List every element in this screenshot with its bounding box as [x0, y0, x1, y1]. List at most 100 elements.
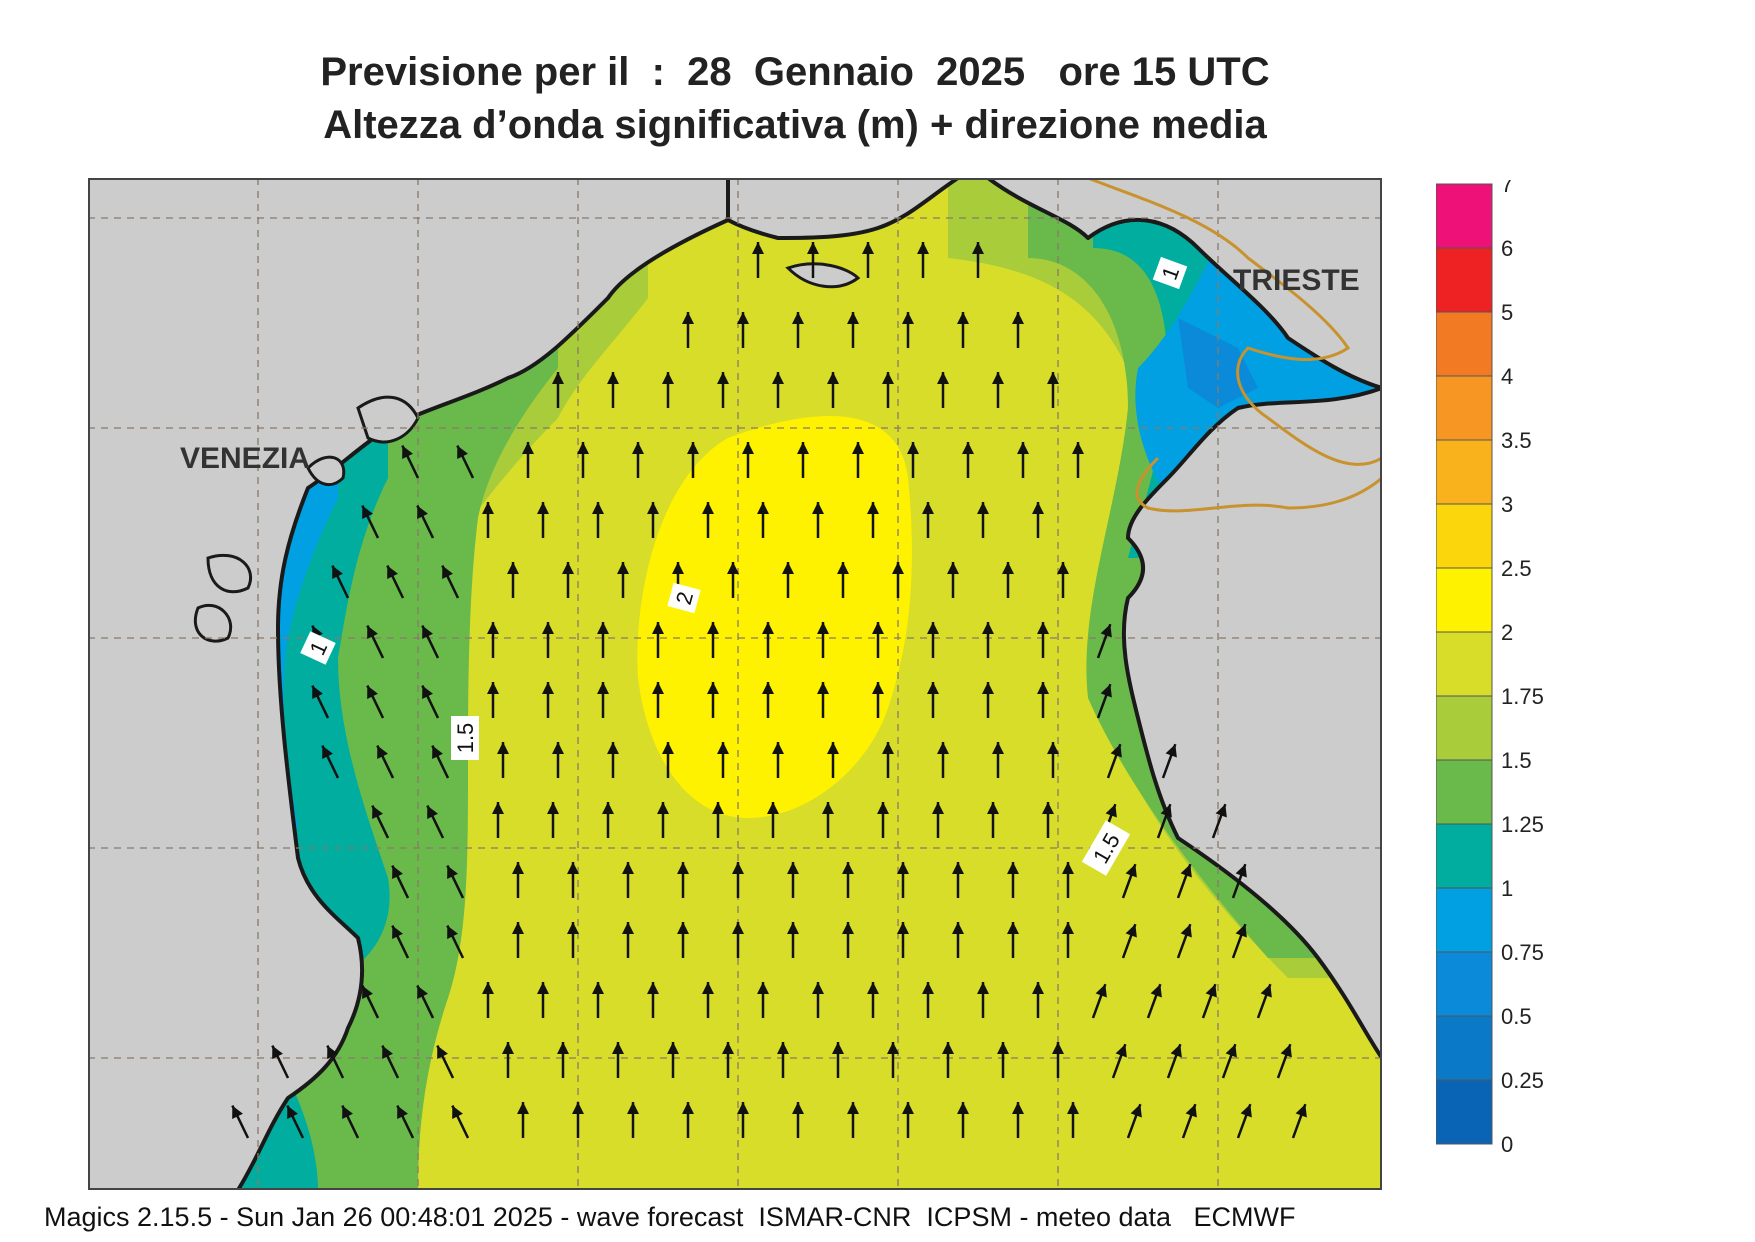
wave-arrow-head: [382, 1045, 393, 1059]
wave-arrow-head: [377, 745, 388, 759]
map-frame: [88, 178, 1382, 1190]
wave-arrow-head: [1062, 922, 1074, 934]
wave-arrow-head: [1057, 562, 1069, 574]
wave-arrow-head: [902, 1102, 914, 1114]
colorbar-tick-label: 6: [1501, 236, 1513, 261]
colorbar-tick-label: 3: [1501, 492, 1513, 517]
wave-arrow-head: [957, 312, 969, 324]
wave-arrow-head: [557, 1042, 569, 1054]
wave-arrow-head: [832, 1042, 844, 1054]
place-label-trieste: TRIESTE: [1233, 264, 1360, 297]
wave-arrow-head: [887, 1042, 899, 1054]
wave-arrow-head: [447, 865, 458, 879]
footer-credits: Magics 2.15.5 - Sun Jan 26 00:48:01 2025…: [44, 1202, 1296, 1232]
wave-arrow-head: [1130, 1104, 1142, 1118]
wave-arrow-head: [1032, 982, 1044, 994]
wave-arrow-head: [512, 922, 524, 934]
colorbar-tick-label: 2.5: [1501, 556, 1532, 581]
wave-arrow-head: [812, 982, 824, 994]
wave-arrow-head: [702, 502, 714, 514]
wave-arrow-head: [652, 622, 664, 634]
wave-arrow-head: [777, 1042, 789, 1054]
wave-arrow-head: [1017, 442, 1029, 454]
wave-arrow-head: [1165, 744, 1177, 758]
colorbar-tick-label: 2: [1501, 620, 1513, 645]
wave-arrow-head: [757, 502, 769, 514]
wave-arrow-head: [1012, 1102, 1024, 1114]
colorbar-tick-label: 0: [1501, 1132, 1513, 1157]
wave-arrow-head: [612, 1042, 624, 1054]
wave-arrow-head: [922, 982, 934, 994]
wave-arrow-head: [327, 1045, 338, 1059]
wave-arrow-head: [657, 802, 669, 814]
title-line-1: Previsione per il : 28 Gennaio 2025 ore …: [320, 50, 1270, 94]
colorbar-swatch: [1436, 503, 1493, 569]
colorbar-swatch: [1436, 247, 1493, 313]
wave-arrow-head: [517, 1102, 529, 1114]
wave-arrow-head: [847, 1102, 859, 1114]
wave-arrow-head: [1007, 862, 1019, 874]
wave-arrow-head: [737, 1102, 749, 1114]
wave-arrow-head: [717, 372, 729, 384]
wave-arrow-head: [842, 862, 854, 874]
wave-arrow-head: [1032, 502, 1044, 514]
wave-arrow-head: [867, 502, 879, 514]
wave-arrow-head: [1100, 684, 1112, 698]
wave-arrow-head: [797, 442, 809, 454]
wave-arrow-head: [987, 802, 999, 814]
wave-arrow-head: [792, 312, 804, 324]
colorbar-swatch: [1436, 1079, 1493, 1145]
wave-arrow-head: [632, 442, 644, 454]
wave-arrow-head: [977, 982, 989, 994]
wave-arrow-head: [872, 622, 884, 634]
wave-arrow-head: [772, 742, 784, 754]
wave-arrow-head: [702, 982, 714, 994]
wave-arrow-head: [1125, 864, 1137, 878]
wave-arrow-head: [552, 372, 564, 384]
wave-arrow-head: [937, 742, 949, 754]
wave-arrow-head: [1007, 922, 1019, 934]
wave-arrow-head: [862, 242, 874, 254]
wave-arrow-head: [712, 802, 724, 814]
wave-arrow-head: [882, 372, 894, 384]
wave-arrow-head: [937, 372, 949, 384]
wave-arrow-head: [1047, 742, 1059, 754]
wave-arrow-head: [957, 1102, 969, 1114]
wave-arrow-head: [502, 1042, 514, 1054]
wave-arrow-head: [837, 562, 849, 574]
border-line-south: [1135, 456, 1382, 513]
wave-arrow-head: [1150, 984, 1162, 998]
wave-arrow-head: [537, 502, 549, 514]
wave-arrow-head: [827, 372, 839, 384]
wave-arrow-head: [617, 562, 629, 574]
wave-arrow-head: [537, 982, 549, 994]
wave-arrow-head: [622, 922, 634, 934]
wave-arrow-head: [707, 622, 719, 634]
wave-arrow-head: [682, 312, 694, 324]
colorbar-swatch: [1436, 759, 1493, 825]
wave-arrow-head: [457, 445, 468, 459]
wave-arrow-head: [487, 682, 499, 694]
wave-arrow-head: [932, 802, 944, 814]
wave-arrow-head: [877, 802, 889, 814]
wave-arrow-head: [907, 442, 919, 454]
wave-arrow-head: [542, 622, 554, 634]
colorbar-tick-label: 1: [1501, 876, 1513, 901]
wave-arrow-head: [762, 682, 774, 694]
wave-arrow-head: [577, 442, 589, 454]
wave-arrow-head: [952, 862, 964, 874]
wave-arrow-head: [897, 922, 909, 934]
wave-arrow-head: [497, 742, 509, 754]
wave-arrow-head: [807, 242, 819, 254]
wave-arrow-head: [1067, 1102, 1079, 1114]
wave-arrow-head: [1235, 864, 1247, 878]
colorbar-tick-label: 5: [1501, 300, 1513, 325]
colorbar-tick-label: 3.5: [1501, 428, 1532, 453]
wave-arrow-head: [442, 565, 453, 579]
wave-arrow-head: [897, 862, 909, 874]
wave-arrow-head: [592, 502, 604, 514]
wave-arrow-head: [947, 562, 959, 574]
colorbar-swatch: [1436, 183, 1493, 249]
wave-arrow-head: [567, 862, 579, 874]
wave-arrow-head: [1160, 804, 1172, 818]
